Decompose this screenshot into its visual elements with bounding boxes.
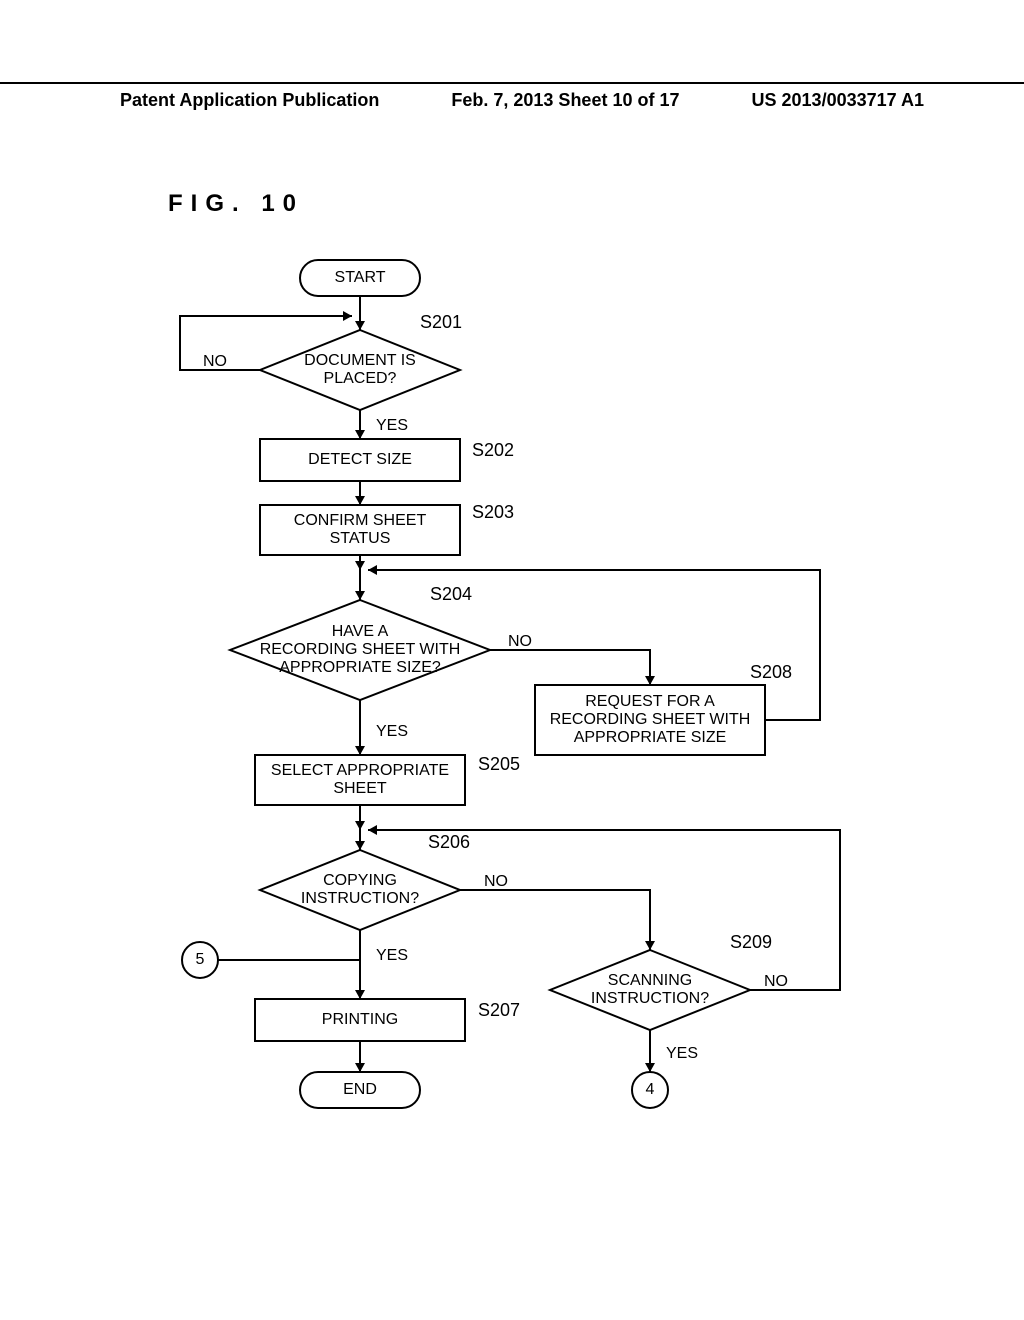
svg-text:SELECT APPROPRIATE: SELECT APPROPRIATE [271, 762, 449, 779]
svg-text:YES: YES [376, 417, 408, 434]
svg-text:START: START [335, 269, 386, 286]
page: Patent Application Publication Feb. 7, 2… [0, 0, 1024, 1320]
svg-text:HAVE A: HAVE A [332, 623, 389, 640]
svg-text:4: 4 [646, 1081, 655, 1098]
header-center: Feb. 7, 2013 Sheet 10 of 17 [451, 90, 679, 111]
svg-text:CONFIRM SHEET: CONFIRM SHEET [294, 512, 427, 529]
svg-text:S209: S209 [730, 932, 772, 952]
svg-text:NO: NO [508, 633, 532, 650]
svg-text:COPYING: COPYING [323, 872, 397, 889]
svg-text:S203: S203 [472, 502, 514, 522]
svg-text:S207: S207 [478, 1000, 520, 1020]
svg-text:PRINTING: PRINTING [322, 1011, 398, 1028]
header-right: US 2013/0033717 A1 [752, 90, 924, 111]
svg-text:NO: NO [484, 873, 508, 890]
flowchart: NO YES YES NO YES NO YES NO START DOCUMENT ISPLA… [120, 250, 920, 1150]
svg-text:END: END [343, 1081, 377, 1098]
svg-text:STATUS: STATUS [330, 530, 391, 547]
header-left: Patent Application Publication [120, 90, 379, 111]
figure-label: FIG. 10 [168, 190, 304, 218]
svg-text:S202: S202 [472, 440, 514, 460]
svg-text:APPROPRIATE SIZE: APPROPRIATE SIZE [574, 729, 727, 746]
svg-text:PLACED?: PLACED? [324, 370, 397, 387]
svg-text:S205: S205 [478, 754, 520, 774]
svg-text:INSTRUCTION?: INSTRUCTION? [301, 890, 419, 907]
svg-text:SCANNING: SCANNING [608, 972, 692, 989]
svg-text:YES: YES [666, 1045, 698, 1062]
svg-text:DETECT SIZE: DETECT SIZE [308, 451, 412, 468]
patent-header: Patent Application Publication Feb. 7, 2… [0, 82, 1024, 111]
svg-text:S201: S201 [420, 312, 462, 332]
svg-text:5: 5 [196, 951, 205, 968]
svg-text:SHEET: SHEET [333, 780, 387, 797]
svg-text:S208: S208 [750, 662, 792, 682]
svg-text:RECORDING SHEET WITH: RECORDING SHEET WITH [260, 641, 461, 658]
svg-text:NO: NO [203, 353, 227, 370]
svg-text:REQUEST FOR A: REQUEST FOR A [585, 693, 715, 710]
svg-text:S206: S206 [428, 832, 470, 852]
svg-text:DOCUMENT IS: DOCUMENT IS [304, 352, 416, 369]
svg-text:YES: YES [376, 947, 408, 964]
svg-text:RECORDING SHEET WITH: RECORDING SHEET WITH [550, 711, 751, 728]
svg-text:NO: NO [764, 973, 788, 990]
svg-text:APPROPRIATE SIZE?: APPROPRIATE SIZE? [279, 659, 441, 676]
svg-text:INSTRUCTION?: INSTRUCTION? [591, 990, 709, 1007]
svg-text:S204: S204 [430, 584, 472, 604]
svg-text:YES: YES [376, 723, 408, 740]
